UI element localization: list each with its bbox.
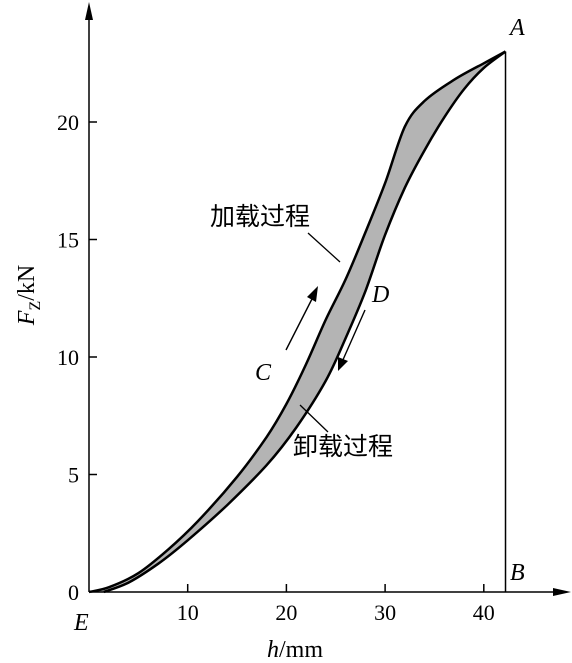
loading-arrowhead xyxy=(307,286,318,302)
x-tick-label: 40 xyxy=(473,600,495,625)
point-label-c: C xyxy=(255,360,272,386)
unloading-direction-arrow xyxy=(341,309,366,363)
y-tick-label: 15 xyxy=(57,228,79,253)
point-label-e: E xyxy=(73,610,89,636)
point-label-d: D xyxy=(371,282,389,308)
y-tick-label: 5 xyxy=(68,463,79,488)
leader-loading xyxy=(307,232,341,263)
unloading-curve xyxy=(103,50,507,594)
x-axis-unit: /mm xyxy=(279,637,323,663)
ticks: 10 20 30 40 0 5 10 15 20 xyxy=(57,110,495,625)
point-label-a: A xyxy=(508,15,525,41)
y-axis-arrow xyxy=(85,2,93,20)
y-axis-var: F xyxy=(14,310,40,326)
point-label-b: B xyxy=(510,560,525,586)
leader-unloading xyxy=(299,404,329,433)
x-tick-label: 20 xyxy=(275,600,297,625)
loading-direction-arrow xyxy=(285,294,315,351)
y-axis-subscript: Z xyxy=(27,301,44,311)
x-axis-label: h/mm xyxy=(267,637,323,663)
x-axis-var: h xyxy=(267,637,279,663)
y-tick-label: 0 xyxy=(68,580,79,605)
y-axis-label: FZ/kN xyxy=(14,265,44,326)
x-axis-arrow xyxy=(553,588,571,596)
loading-curve xyxy=(88,50,507,594)
y-tick-label: 10 xyxy=(57,345,79,370)
x-tick-label: 10 xyxy=(177,600,199,625)
unloading-arrowhead xyxy=(338,357,348,371)
y-tick-label: 20 xyxy=(57,110,79,135)
annotation-loading: 加载过程 xyxy=(210,202,310,231)
hysteresis-band xyxy=(89,51,506,592)
x-tick-label: 30 xyxy=(374,600,396,625)
annotation-unloading: 卸载过程 xyxy=(293,432,393,461)
y-axis-unit: /kN xyxy=(14,265,40,301)
